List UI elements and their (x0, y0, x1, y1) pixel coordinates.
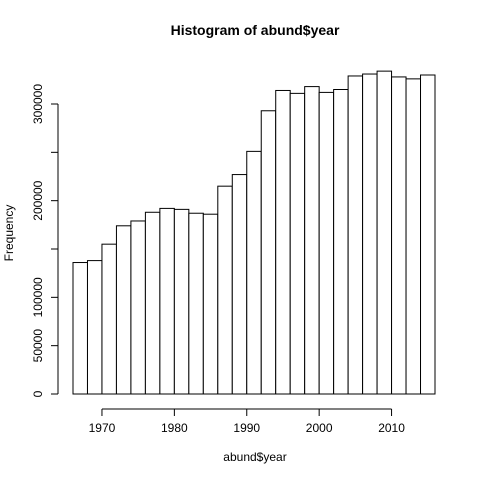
histogram-bar (144, 211, 161, 395)
histogram-bar (231, 174, 248, 395)
histogram-bar (86, 260, 103, 395)
y-axis: 0 50000 100000 200000 300000 (31, 84, 59, 397)
x-axis: 1970 1980 1990 2000 2010 (89, 408, 405, 435)
histogram-bar (130, 220, 146, 395)
histogram-bar (217, 185, 233, 395)
histogram-bar (159, 207, 175, 395)
y-tick-label: 0 (31, 390, 45, 397)
histogram-bar (391, 76, 407, 395)
histogram-bar (202, 213, 219, 395)
histogram-bar (289, 92, 306, 395)
x-tick-label: 1970 (89, 421, 116, 435)
histogram-bar (188, 212, 204, 395)
histogram-bar (405, 78, 422, 395)
x-tick-label: 1990 (233, 421, 260, 435)
y-tick-label: 50000 (31, 329, 45, 363)
histogram-bar (72, 262, 88, 395)
histogram-bar (376, 70, 393, 395)
histogram-bar (246, 150, 262, 395)
y-tick-label: 300000 (31, 84, 45, 124)
bars-group (72, 70, 436, 395)
chart-title: Histogram of abund$year (171, 22, 340, 38)
histogram-bar (420, 74, 436, 395)
y-tick-label: 100000 (31, 277, 45, 317)
y-axis-title: Frequency (2, 205, 16, 262)
histogram-bar (115, 225, 132, 395)
x-axis-title: abund$year (223, 450, 286, 464)
histogram-bar (333, 89, 349, 395)
histogram-bar (101, 243, 117, 395)
x-tick-label: 2010 (378, 421, 405, 435)
histogram-bar (260, 110, 277, 395)
histogram-bar (275, 89, 291, 395)
histogram-bar (318, 91, 335, 395)
histogram-bar (347, 75, 364, 395)
y-tick-label: 200000 (31, 180, 45, 220)
x-tick-label: 2000 (306, 421, 333, 435)
histogram-bar (173, 208, 190, 395)
x-tick-label: 1980 (161, 421, 188, 435)
histogram-bar (362, 73, 378, 395)
histogram-bar (304, 86, 320, 395)
